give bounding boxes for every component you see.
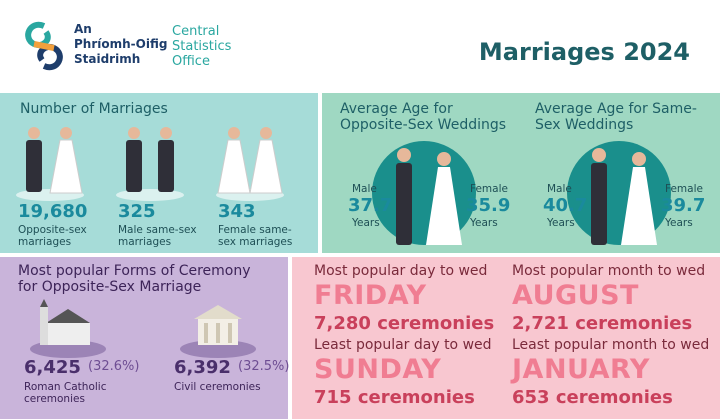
org-line: Central bbox=[172, 24, 220, 39]
ceremony-value: 6,392 bbox=[174, 357, 231, 378]
stat-label: Opposite-sex marriages bbox=[18, 224, 87, 248]
illustration bbox=[216, 127, 284, 201]
illustration bbox=[16, 127, 84, 201]
illustration bbox=[116, 127, 184, 201]
popular-heading: Most popular month to wed bbox=[512, 263, 706, 279]
age-label: Male bbox=[547, 183, 572, 195]
illustration bbox=[372, 141, 476, 245]
age-panel: Average Age for Opposite-Sex Weddings Mal… bbox=[322, 93, 720, 253]
ceremony-share: (32.5%) bbox=[238, 359, 290, 374]
popular-heading: Most popular day to wed bbox=[314, 263, 488, 279]
popular-name: SUNDAY bbox=[314, 354, 442, 385]
logo-line: An bbox=[74, 22, 92, 36]
stat-value: 19,680 bbox=[18, 201, 88, 222]
org-line: Office bbox=[172, 54, 210, 69]
ceremony-value: 6,425 bbox=[24, 357, 81, 378]
popular-count: 7,280 ceremonies bbox=[314, 313, 495, 334]
panel-title: Average Age for Opposite-Sex Weddings bbox=[340, 101, 507, 133]
age-unit: Years bbox=[352, 217, 380, 229]
age-value: 40.7 bbox=[543, 195, 588, 216]
popular-name: AUGUST bbox=[512, 280, 639, 311]
age-value: 37.7 bbox=[348, 195, 393, 216]
logo-mark bbox=[25, 21, 63, 71]
popular-name: FRIDAY bbox=[314, 280, 427, 311]
illustration bbox=[180, 305, 256, 358]
illustration bbox=[567, 141, 671, 245]
stat-value: 325 bbox=[118, 201, 156, 222]
popular-count: 2,721 ceremonies bbox=[512, 313, 693, 334]
age-unit: Years bbox=[547, 217, 575, 229]
popular-count: 653 ceremonies bbox=[512, 387, 673, 408]
age-label: Male bbox=[352, 183, 377, 195]
illustration bbox=[30, 299, 106, 358]
popular-name: JANUARY bbox=[512, 354, 650, 385]
org-name: Central Statistics Office bbox=[172, 24, 231, 69]
age-label: Female bbox=[470, 183, 508, 195]
panel-title: Number of Marriages bbox=[20, 101, 168, 117]
age-unit: Years bbox=[665, 217, 693, 229]
ceremony-label: Roman Catholic ceremonies bbox=[24, 381, 107, 405]
popular-panel: Most popular day to wed FRIDAY 7,280 cerem… bbox=[292, 257, 720, 419]
logo-text: An Phríomh-Oifig Staidrimh bbox=[74, 22, 167, 67]
popular-heading: Least popular month to wed bbox=[512, 337, 710, 353]
age-value: 39.7 bbox=[661, 195, 706, 216]
stat-label: Female same-sex marriages bbox=[218, 224, 293, 248]
marriages-panel: Number of Marriages 19,680 Opposite-sex m… bbox=[0, 93, 318, 253]
ceremony-share: (32.6%) bbox=[88, 359, 140, 374]
logo-line: Phríomh-Oifig bbox=[74, 37, 168, 51]
panel-title: Average Age for Same-Sex Weddings bbox=[535, 101, 697, 133]
panel-title: Most popular Forms of Ceremony for Oppos… bbox=[18, 263, 251, 295]
stat-label: Male same-sex marriages bbox=[118, 224, 197, 248]
ceremony-panel: Most popular Forms of Ceremony for Oppos… bbox=[0, 257, 290, 419]
stat-value: 343 bbox=[218, 201, 256, 222]
page-title: Marriages 2024 bbox=[478, 38, 690, 66]
age-unit: Years bbox=[470, 217, 498, 229]
popular-heading: Least popular day to wed bbox=[314, 337, 492, 353]
logo-line: Staidrimh bbox=[74, 52, 141, 66]
popular-count: 715 ceremonies bbox=[314, 387, 475, 408]
age-value: 35.9 bbox=[466, 195, 511, 216]
org-line: Statistics bbox=[172, 39, 232, 54]
ceremony-label: Civil ceremonies bbox=[174, 381, 261, 393]
age-label: Female bbox=[665, 183, 703, 195]
